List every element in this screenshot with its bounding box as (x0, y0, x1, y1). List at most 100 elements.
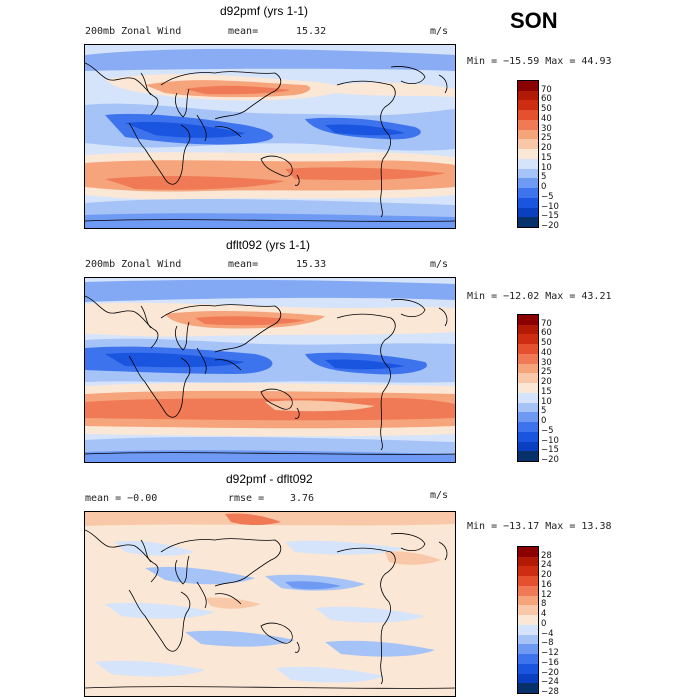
colorbar-tick-label: −16 (541, 657, 559, 668)
colorbar-segment (518, 683, 538, 694)
colorbar-segment (518, 129, 538, 140)
colorbar-segment (518, 188, 538, 199)
colorbar-segment (518, 149, 538, 160)
colorbar-segment (518, 576, 538, 587)
colorbar-segment (518, 412, 538, 423)
colorbar-segment (518, 353, 538, 365)
colorbar-tick-label: 60 (541, 328, 552, 339)
panel2-stat-label: mean= (228, 259, 259, 270)
colorbar-segment (518, 383, 538, 394)
colorbar-tick-label: 10 (541, 396, 552, 407)
colorbar-segment (518, 217, 538, 228)
colorbar-tick-label: 8 (541, 599, 547, 610)
colorbar-segment (518, 634, 538, 645)
colorbar-tick-label: 0 (541, 618, 547, 629)
colorbar-tick-label: −20 (541, 667, 559, 678)
colorbar-tick-label: −10 (541, 201, 559, 212)
panel1-minmax: Min = −15.59 Max = 44.93 (467, 56, 612, 67)
colorbar-segment (518, 158, 538, 170)
colorbar-segment (518, 441, 538, 452)
colorbar-segment (518, 363, 538, 374)
panel1-map (84, 44, 456, 229)
colorbar-tick-label: −10 (541, 435, 559, 446)
colorbar-tick-label: 5 (541, 406, 547, 417)
panel2-colorbar (517, 314, 539, 462)
panel2-map-svg (85, 278, 455, 462)
colorbar-segment (518, 566, 538, 577)
colorbar-tick-label: 25 (541, 133, 552, 144)
colorbar-segment (518, 81, 538, 92)
colorbar-tick-label: 60 (541, 94, 552, 105)
colorbar-segment (518, 547, 538, 558)
panel3-units: m/s (430, 490, 449, 501)
colorbar-segment (518, 422, 538, 433)
panel3-stat-label: rmse = (228, 493, 265, 504)
colorbar-tick-label: 24 (541, 560, 552, 571)
colorbar-segment (518, 585, 538, 597)
colorbar-tick-label: 20 (541, 570, 552, 581)
colorbar-segment (518, 100, 538, 111)
panel2-units: m/s (430, 259, 449, 270)
colorbar-tick-label: 12 (541, 589, 552, 600)
colorbar-tick-label: 20 (541, 143, 552, 154)
colorbar-tick-label: 70 (541, 84, 552, 95)
colorbar-tick-label: 30 (541, 357, 552, 368)
colorbar-segment (518, 392, 538, 404)
colorbar-tick-label: 40 (541, 113, 552, 124)
colorbar-tick-label: 0 (541, 416, 547, 427)
colorbar-segment (518, 451, 538, 462)
colorbar-segment (518, 654, 538, 665)
panel2-map (84, 277, 456, 463)
panel1-variable-label: 200mb Zonal Wind (85, 26, 182, 37)
colorbar-segment (518, 90, 538, 101)
colorbar-segment (518, 344, 538, 355)
panel3-colorbar (517, 546, 539, 694)
colorbar-tick-label: −4 (541, 628, 554, 639)
colorbar-segment (518, 334, 538, 345)
colorbar-tick-label: 28 (541, 550, 552, 561)
colorbar-tick-label: −12 (541, 648, 559, 659)
panel2-variable-label: 200mb Zonal Wind (85, 259, 182, 270)
colorbar-tick-label: −24 (541, 677, 559, 688)
colorbar-tick-label: 20 (541, 377, 552, 388)
colorbar-tick-label: 70 (541, 318, 552, 329)
panel2-stat-value: 15.33 (296, 259, 327, 270)
colorbar-segment (518, 595, 538, 606)
colorbar-segment (518, 673, 538, 684)
colorbar-segment (518, 178, 538, 189)
colorbar-tick-label: −15 (541, 211, 559, 222)
colorbar-tick-label: 4 (541, 609, 547, 620)
panel1-stat-label: mean= (228, 26, 259, 37)
colorbar-segment (518, 402, 538, 413)
colorbar-tick-label: −5 (541, 191, 554, 202)
colorbar-segment (518, 197, 538, 209)
colorbar-tick-label: 50 (541, 338, 552, 349)
colorbar-segment (518, 324, 538, 335)
panel2-title: dflt092 (yrs 1-1) (226, 238, 311, 252)
colorbar-tick-label: −20 (541, 455, 559, 465)
colorbar-tick-label: 40 (541, 347, 552, 358)
colorbar-tick-label: 5 (541, 172, 547, 183)
colorbar-segment (518, 615, 538, 626)
colorbar-segment (518, 663, 538, 675)
colorbar-tick-label: 25 (541, 367, 552, 378)
colorbar-tick-label: 30 (541, 123, 552, 134)
panel1-stat-value: 15.32 (296, 26, 327, 37)
panel1-colorbar (517, 80, 539, 228)
season-label: SON (510, 8, 558, 33)
panel3-stat-value: 3.76 (290, 493, 315, 504)
colorbar-segment (518, 431, 538, 443)
colorbar-tick-label: −5 (541, 425, 554, 436)
panel3-map (84, 511, 456, 697)
colorbar-segment (518, 207, 538, 218)
colorbar-segment (518, 556, 538, 567)
colorbar-segment (518, 605, 538, 616)
panel3-mean-label: mean = −0.00 (85, 493, 158, 504)
colorbar-segment (518, 110, 538, 121)
colorbar-tick-label: 16 (541, 579, 552, 590)
colorbar-tick-label: 50 (541, 104, 552, 115)
colorbar-tick-label: −20 (541, 221, 559, 231)
colorbar-tick-label: −8 (541, 638, 554, 649)
colorbar-segment (518, 139, 538, 150)
colorbar-segment (518, 119, 538, 131)
